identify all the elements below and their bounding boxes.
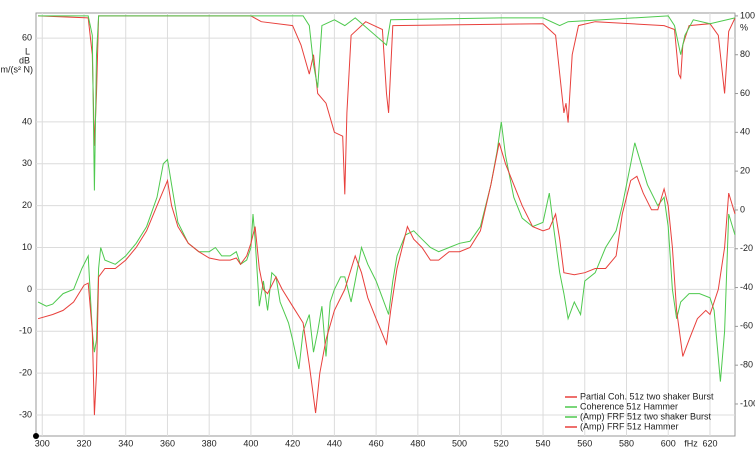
y2-tick-label: -100: [740, 398, 755, 408]
y-label-2: dB: [19, 55, 30, 65]
y-tick-label: 30: [22, 158, 32, 168]
y-tick-label: 40: [22, 116, 32, 126]
y-tick-label: -30: [19, 409, 32, 419]
x-tick-label: 580: [619, 438, 634, 448]
y-tick-label: -20: [19, 368, 32, 378]
x-tick-label: 460: [369, 438, 384, 448]
x-tick-label: 420: [285, 438, 300, 448]
x-tick-label: 480: [410, 438, 425, 448]
legend-label: (Amp) FRF 51z two shaker Burst: [580, 411, 712, 421]
x-tick-label: 520: [494, 438, 509, 448]
x-tick-label: 620: [702, 438, 717, 448]
series-line: [38, 15, 736, 191]
legend-label: Coherence 51z Hammer: [580, 401, 678, 411]
x-tick-label: 540: [536, 438, 551, 448]
y2-tick-label: -20: [740, 243, 753, 253]
y2-tick-label: 60: [740, 88, 750, 98]
y2-tick-label: -80: [740, 360, 753, 370]
y-tick-label: 10: [22, 242, 32, 252]
y2-tick-label: 40: [740, 127, 750, 137]
legend-label: (Amp) FRF 51z Hammer: [580, 421, 679, 431]
x-tick-label: 440: [327, 438, 342, 448]
x-tick-label: 600: [661, 438, 676, 448]
y-label-3: m/(s² N): [1, 64, 34, 74]
y2-tick-label: 0: [740, 204, 745, 214]
legend-label: Partial Coh. 51z two shaker Burst: [580, 391, 714, 401]
y-tick-label: 20: [22, 200, 32, 210]
x-tick-label: 340: [118, 438, 133, 448]
y2-tick-label: 80: [740, 49, 750, 59]
x-tick-label: 380: [202, 438, 217, 448]
x-tick-label: 360: [160, 438, 175, 448]
series-line: [37, 142, 736, 416]
y-tick-label: 60: [22, 33, 32, 43]
y2-tick-label: -60: [740, 321, 753, 331]
y2-tick-label: 100: [740, 10, 755, 20]
y-label-1: L: [25, 46, 30, 56]
x-tick-label: 500: [452, 438, 467, 448]
y-tick-label: -10: [19, 326, 32, 336]
y2-tick-label: -40: [740, 282, 753, 292]
y2-tick-label: 20: [740, 166, 750, 176]
series-line: [37, 121, 736, 382]
series-line: [38, 15, 736, 195]
y2-label: %: [740, 22, 748, 32]
x-tick-label: 320: [76, 438, 91, 448]
x-tick-label: 560: [577, 438, 592, 448]
y-tick-label: 0: [27, 284, 32, 294]
x-label: fHz: [684, 438, 698, 448]
origin-dot: [33, 433, 39, 439]
x-tick-label: 400: [243, 438, 258, 448]
x-tick-label: 300: [35, 438, 50, 448]
